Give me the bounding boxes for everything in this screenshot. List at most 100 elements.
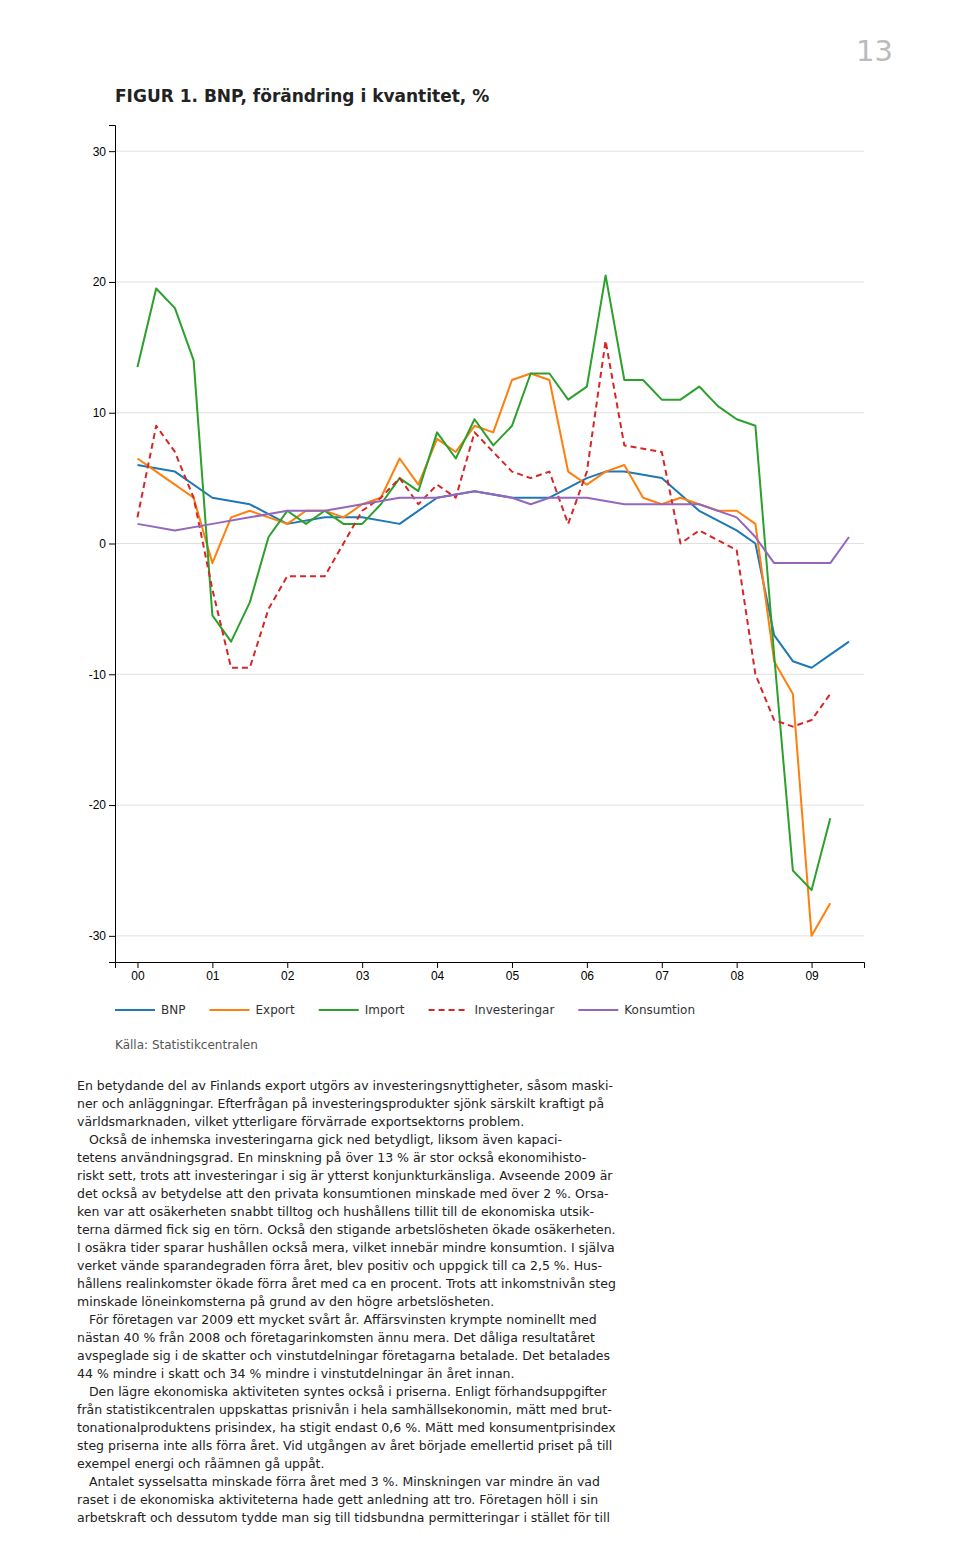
legend-label: BNP bbox=[161, 1003, 185, 1017]
x-tick-label: 02 bbox=[281, 969, 295, 983]
x-tick: 03 bbox=[356, 962, 370, 983]
body-line: verket vände sparandegraden förra året, … bbox=[77, 1258, 602, 1273]
x-tick: 09 bbox=[805, 962, 819, 983]
x-tick-mark bbox=[662, 962, 663, 968]
series-line bbox=[137, 373, 830, 935]
y-tick-mark bbox=[109, 805, 115, 806]
grid-line bbox=[115, 805, 864, 806]
y-tick: 0 bbox=[99, 537, 115, 551]
body-line: tetens användningsgrad. En minskning på … bbox=[77, 1150, 586, 1165]
chart-title: FIGUR 1. BNP, förändring i kvantitet, % bbox=[115, 86, 489, 106]
page: 13 FIGUR 1. BNP, förändring i kvantitet, … bbox=[0, 0, 960, 1563]
legend: BNP Export Import Investeringar Konsumtion bbox=[115, 1003, 695, 1017]
y-axis-line bbox=[109, 126, 116, 963]
y-tick-mark bbox=[109, 282, 115, 283]
x-tick: 00 bbox=[131, 962, 145, 983]
y-tick-mark bbox=[109, 936, 115, 937]
body-line: tonationalproduktens prisindex, ha stigi… bbox=[77, 1420, 616, 1435]
x-tick-label: 05 bbox=[506, 969, 520, 983]
x-tick: 02 bbox=[281, 962, 295, 983]
x-tick-mark bbox=[212, 962, 213, 968]
y-tick-label: 0 bbox=[99, 537, 106, 551]
x-tick: 07 bbox=[656, 962, 670, 983]
x-tick-label: 06 bbox=[581, 969, 595, 983]
x-tick-mark bbox=[287, 962, 288, 968]
y-tick: -30 bbox=[89, 929, 115, 943]
body-line: exempel energi och råämnen gå uppåt. bbox=[77, 1456, 324, 1471]
series-line bbox=[137, 491, 849, 563]
x-tick-mark bbox=[137, 962, 138, 968]
y-tick-label: -20 bbox=[89, 798, 107, 812]
legend-label: Export bbox=[255, 1003, 295, 1017]
body-line: riskt sett, trots att investeringar i si… bbox=[77, 1168, 613, 1183]
body-line: Också de inhemska investeringarna gick n… bbox=[77, 1132, 562, 1147]
x-tick-label: 04 bbox=[431, 969, 445, 983]
legend-label: Konsumtion bbox=[624, 1003, 695, 1017]
y-tick: -20 bbox=[89, 798, 115, 812]
body-line: minskade löneinkomsterna på grund av den… bbox=[77, 1294, 494, 1309]
x-tick: 06 bbox=[581, 962, 595, 983]
lines bbox=[137, 275, 849, 935]
body-line: För företagen var 2009 ett mycket svårt … bbox=[77, 1312, 597, 1327]
legend-swatch bbox=[429, 1009, 469, 1011]
x-axis: 00 01 02 03 04 05 06 07 08 09 bbox=[116, 962, 865, 983]
series-line bbox=[137, 465, 849, 668]
y-tick-mark bbox=[109, 544, 115, 545]
y-tick-label: -30 bbox=[89, 929, 107, 943]
body-line: ner och anläggningar. Efterfrågan på inv… bbox=[77, 1096, 604, 1111]
x-tick-mark bbox=[587, 962, 588, 968]
x-tick-mark bbox=[512, 962, 513, 968]
x-tick-label: 07 bbox=[656, 969, 670, 983]
body-line: avspeglade sig i de skatter och vinstutd… bbox=[77, 1348, 610, 1363]
y-tick-mark bbox=[109, 151, 115, 152]
x-tick-mark bbox=[437, 962, 438, 968]
legend-swatch bbox=[319, 1009, 359, 1011]
legend-item: BNP bbox=[115, 1003, 185, 1017]
body-line: terna därmed fick sig en törn. Också den… bbox=[77, 1222, 616, 1237]
series-line bbox=[137, 341, 830, 727]
y-tick-label: -10 bbox=[89, 668, 107, 682]
series-line bbox=[137, 275, 830, 890]
x-tick: 04 bbox=[431, 962, 445, 983]
body-line: 44 % mindre i skatt och 34 % mindre i vi… bbox=[77, 1366, 514, 1381]
y-tick-label: 20 bbox=[93, 275, 107, 289]
x-tick: 08 bbox=[730, 962, 744, 983]
legend-label: Investeringar bbox=[475, 1003, 555, 1017]
y-axis: -30 -20 -10 0 10 20 30 bbox=[89, 126, 116, 963]
legend-item: Export bbox=[209, 1003, 295, 1017]
grid-line bbox=[115, 543, 864, 544]
x-tick: 05 bbox=[506, 962, 520, 983]
grid-line bbox=[115, 412, 864, 413]
body-line: I osäkra tider sparar hushållen också me… bbox=[77, 1240, 615, 1255]
grid-line bbox=[115, 281, 864, 282]
legend-item: Investeringar bbox=[429, 1003, 555, 1017]
body-text: En betydande del av Finlands export utgö… bbox=[77, 1078, 616, 1525]
body-line: En betydande del av Finlands export utgö… bbox=[77, 1078, 613, 1093]
grid-line bbox=[115, 151, 864, 152]
y-tick: 30 bbox=[93, 144, 115, 158]
y-tick: 20 bbox=[93, 275, 115, 289]
body-line: arbetskraft och dessutom tydde man sig t… bbox=[77, 1510, 610, 1525]
body-line: steg priserna inte alls förra året. Vid … bbox=[77, 1438, 612, 1453]
body-line: från statistikcentralen uppskattas prisn… bbox=[77, 1402, 612, 1417]
legend-swatch bbox=[578, 1009, 618, 1011]
x-tick-label: 01 bbox=[206, 969, 220, 983]
y-tick-mark bbox=[109, 674, 115, 675]
y-tick-label: 30 bbox=[93, 144, 107, 158]
x-tick-label: 00 bbox=[131, 969, 145, 983]
x-axis-line bbox=[116, 963, 865, 969]
x-tick-mark bbox=[812, 962, 813, 968]
body-line: Den lägre ekonomiska aktiviteten syntes … bbox=[77, 1384, 607, 1399]
legend-item: Konsumtion bbox=[578, 1003, 695, 1017]
x-tick-label: 03 bbox=[356, 969, 370, 983]
grid-line bbox=[115, 674, 864, 675]
body-line: ken var att osäkerheten snabbt tilltog o… bbox=[77, 1204, 594, 1219]
body-line: världsmarknaden, vilket ytterligare förv… bbox=[77, 1114, 524, 1129]
y-tick: 10 bbox=[93, 406, 115, 420]
legend-swatch bbox=[115, 1009, 155, 1011]
x-tick-mark bbox=[737, 962, 738, 968]
x-tick: 01 bbox=[206, 962, 220, 983]
x-tick-mark bbox=[362, 962, 363, 968]
legend-label: Import bbox=[365, 1003, 405, 1017]
page-number: 13 bbox=[856, 34, 893, 68]
